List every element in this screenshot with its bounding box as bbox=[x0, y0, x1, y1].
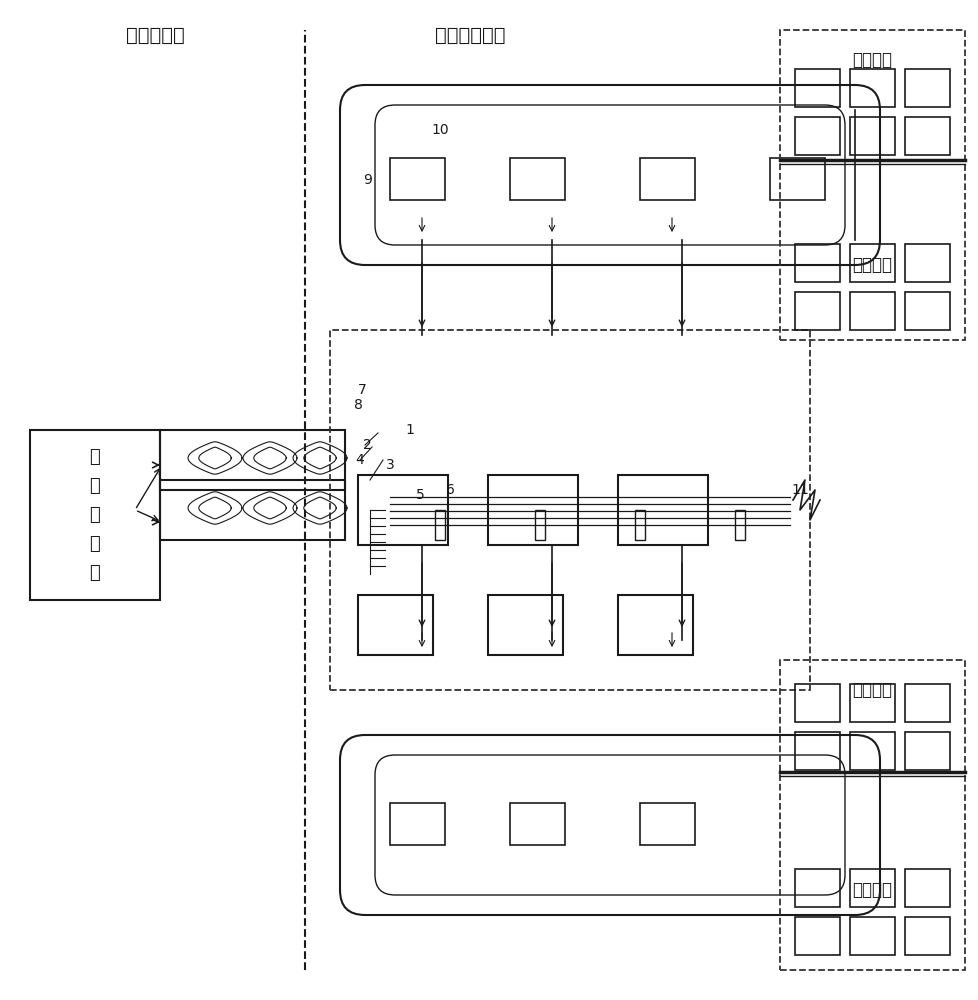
Bar bbox=[358, 595, 432, 655]
Text: 7: 7 bbox=[357, 383, 366, 397]
Text: 线
末
压
力
机: 线 末 压 力 机 bbox=[90, 448, 101, 582]
Bar bbox=[849, 917, 894, 955]
Bar bbox=[904, 917, 949, 955]
Bar bbox=[389, 158, 445, 200]
Bar bbox=[434, 510, 445, 540]
Text: 原有生产线: 原有生产线 bbox=[125, 26, 184, 45]
Bar bbox=[849, 69, 894, 107]
Text: 空料筐区: 空料筐区 bbox=[851, 51, 891, 69]
Bar bbox=[30, 430, 159, 600]
Bar bbox=[904, 292, 949, 330]
Bar bbox=[734, 510, 744, 540]
Bar bbox=[617, 475, 707, 545]
Bar bbox=[904, 732, 949, 770]
Bar bbox=[510, 803, 564, 845]
Bar bbox=[487, 475, 577, 545]
Bar bbox=[794, 684, 839, 722]
Text: 3: 3 bbox=[385, 458, 394, 472]
Text: 10: 10 bbox=[430, 123, 448, 137]
Text: 1: 1 bbox=[405, 423, 414, 437]
Bar bbox=[794, 244, 839, 282]
Bar bbox=[794, 732, 839, 770]
Bar bbox=[770, 158, 824, 200]
Bar bbox=[330, 330, 809, 690]
Bar bbox=[358, 475, 448, 545]
Text: 9: 9 bbox=[363, 173, 372, 187]
Text: 空料筐区: 空料筐区 bbox=[851, 881, 891, 899]
Bar bbox=[794, 69, 839, 107]
Bar bbox=[904, 69, 949, 107]
Bar bbox=[794, 117, 839, 155]
Bar bbox=[794, 292, 839, 330]
Bar bbox=[849, 244, 894, 282]
Bar bbox=[779, 30, 964, 340]
Text: 6: 6 bbox=[445, 483, 454, 497]
Text: 2: 2 bbox=[362, 438, 371, 452]
Text: 4: 4 bbox=[355, 453, 364, 467]
Bar bbox=[389, 803, 445, 845]
Bar bbox=[794, 869, 839, 907]
Bar bbox=[640, 803, 694, 845]
Bar bbox=[904, 117, 949, 155]
Bar bbox=[849, 869, 894, 907]
Bar bbox=[849, 684, 894, 722]
Bar bbox=[849, 732, 894, 770]
Bar bbox=[904, 684, 949, 722]
Bar bbox=[159, 430, 344, 490]
Bar bbox=[534, 510, 545, 540]
Bar bbox=[617, 595, 692, 655]
Bar bbox=[640, 158, 694, 200]
Bar bbox=[635, 510, 645, 540]
Text: 8: 8 bbox=[353, 398, 362, 412]
Text: 满料筐区: 满料筐区 bbox=[851, 681, 891, 699]
Bar bbox=[779, 660, 964, 970]
Text: 11: 11 bbox=[790, 483, 808, 497]
Bar bbox=[904, 244, 949, 282]
Bar bbox=[904, 869, 949, 907]
Text: 满料筐区: 满料筐区 bbox=[851, 256, 891, 274]
Text: 自动装箱系统: 自动装箱系统 bbox=[434, 26, 505, 45]
Bar bbox=[487, 595, 562, 655]
Bar bbox=[159, 480, 344, 540]
Bar bbox=[794, 917, 839, 955]
Bar bbox=[849, 117, 894, 155]
Bar bbox=[510, 158, 564, 200]
Text: 5: 5 bbox=[416, 488, 423, 502]
Bar bbox=[849, 292, 894, 330]
